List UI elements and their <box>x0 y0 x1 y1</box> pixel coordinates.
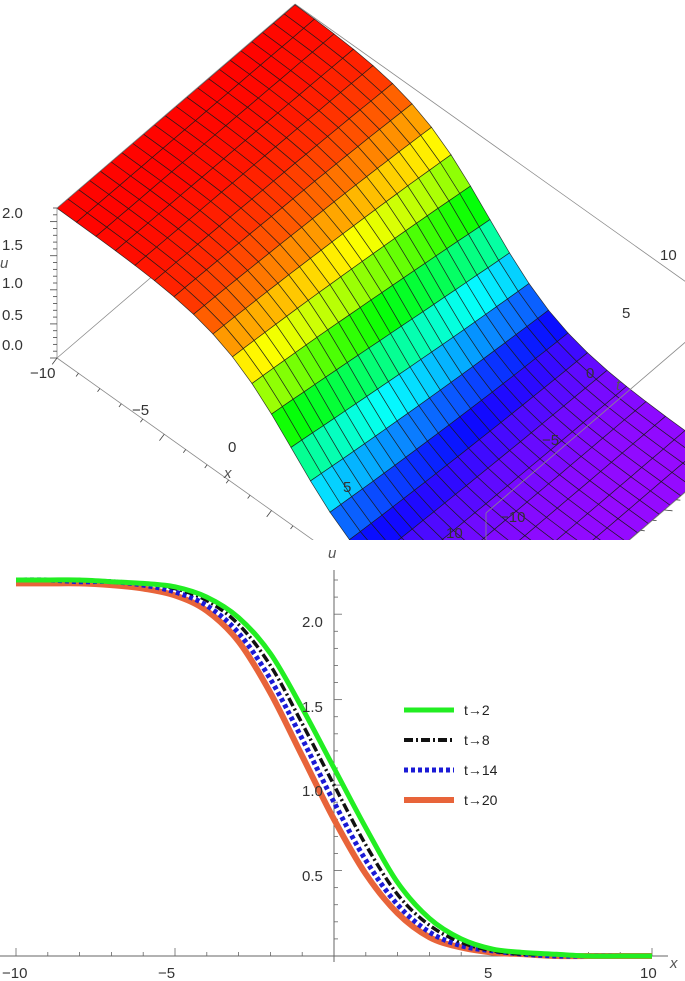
y-tick-label: 1.5 <box>302 699 323 716</box>
x-tick-mark <box>140 418 144 423</box>
x-tick-label: 10 <box>640 965 657 981</box>
x-tick-mark <box>225 479 229 484</box>
surface-cell <box>519 535 532 540</box>
surface-cell <box>442 530 465 540</box>
t-tick-label: −5 <box>542 432 559 449</box>
z-tick-label: 0.0 <box>2 337 23 354</box>
z-tick-label: 1.5 <box>2 237 23 254</box>
surface-cell <box>397 537 405 540</box>
x-tick-mark <box>182 449 187 453</box>
x-tick-mark <box>247 495 251 499</box>
x-tick-mark <box>75 373 79 377</box>
x-tick-mark <box>159 434 165 441</box>
x-tick-mark <box>266 510 272 518</box>
x-tick-mark <box>97 388 101 392</box>
x-tick-label: −5 <box>132 402 149 419</box>
legend: t→2 t→8 t→14 t→20 <box>404 702 498 808</box>
t-tick-label: 0 <box>586 365 594 382</box>
x-axis-title: x <box>223 465 232 482</box>
z-tick-label: 0.5 <box>2 307 23 324</box>
surface-cell <box>400 528 424 540</box>
surface-cell <box>359 522 386 540</box>
x-tick-mark <box>290 525 294 530</box>
t-tick-label: 5 <box>622 305 630 322</box>
x-tick-mark <box>51 357 58 365</box>
legend-label: t→20 <box>464 792 498 808</box>
x-tick-label: −10 <box>2 965 27 981</box>
line-plot: −10 −5 5 10 x 0.5 1.0 1.5 2.0 u t→2 t→8 … <box>0 545 678 981</box>
x-tick-label: 5 <box>343 479 351 496</box>
surface-cell <box>481 537 487 540</box>
surface-cell <box>595 527 625 540</box>
box-edge <box>628 491 685 540</box>
surface-mesh <box>56 4 685 540</box>
z-axis-title: u <box>0 255 9 272</box>
box-edge <box>485 341 685 514</box>
z-tick-label: 1.0 <box>2 275 23 292</box>
x-tick-mark <box>204 464 208 469</box>
surface-cell <box>556 531 578 540</box>
x-axis-title: x <box>669 955 678 972</box>
surface-cell <box>524 526 555 540</box>
x-tick-label: 5 <box>484 965 492 981</box>
legend-label: t→8 <box>464 732 490 748</box>
y-tick-label: 2.0 <box>302 614 323 631</box>
x-tick-label: −10 <box>30 365 55 382</box>
surface-cell <box>348 531 368 540</box>
x-tick-mark <box>118 403 122 408</box>
t-tick-label: −10 <box>500 509 525 526</box>
surface-tick-marks <box>50 207 681 532</box>
z-tick-label: 2.0 <box>2 205 23 222</box>
x-tick-label: 0 <box>228 439 236 456</box>
series-line-t→2 <box>15 577 652 959</box>
surface-cell <box>673 430 685 449</box>
t-tick-mark <box>664 509 673 512</box>
t-axis-title: t <box>616 377 621 394</box>
surface-cell <box>483 528 509 540</box>
surface-cell <box>441 538 444 540</box>
box-edge <box>294 3 685 282</box>
y-axis-title: u <box>328 545 337 562</box>
t-tick-label: 10 <box>660 247 677 264</box>
x-tick-label: −5 <box>158 965 175 981</box>
y-tick-label: 1.0 <box>302 783 323 800</box>
legend-label: t→14 <box>464 762 498 778</box>
y-tick-label: 0.5 <box>302 868 323 885</box>
line-series-group <box>15 577 652 960</box>
surface-plot: 0.0 0.5 1.0 1.5 2.0 u −10 −5 0 5 10 x −1… <box>0 3 685 540</box>
legend-label: t→2 <box>464 702 490 718</box>
box-edge <box>56 3 296 209</box>
surface-cell <box>682 460 685 466</box>
surface-cell <box>592 536 601 540</box>
x-tick-label: 10 <box>446 525 463 540</box>
surface-cell <box>671 462 685 483</box>
